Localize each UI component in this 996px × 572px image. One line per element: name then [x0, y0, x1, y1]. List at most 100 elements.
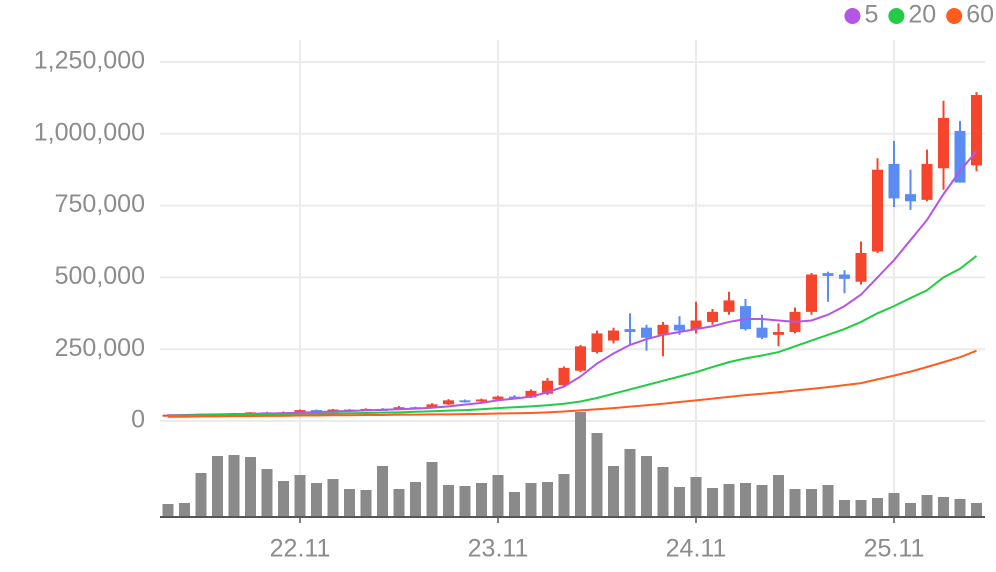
candle-body: [921, 163, 933, 200]
ma-line: [167, 150, 978, 417]
volume-bar: [542, 482, 553, 517]
y-tick-label: 750,000: [55, 190, 145, 218]
volume-bar: [476, 483, 487, 517]
volume-bar: [492, 475, 504, 517]
candle-body: [855, 252, 867, 282]
volume-bar: [228, 455, 240, 517]
candle-body: [938, 118, 949, 169]
candle-body: [872, 169, 883, 252]
volume-bar: [426, 462, 438, 517]
legend-label: 20: [908, 1, 936, 29]
candle-body: [723, 300, 735, 312]
volume-bar: [377, 466, 388, 517]
volume-bar: [872, 498, 883, 517]
legend-label: 60: [966, 1, 994, 29]
candle-body: [674, 324, 685, 331]
y-tick-label: 250,000: [55, 334, 145, 362]
candle-body: [690, 320, 702, 330]
volume-bar: [839, 500, 850, 517]
x-tick-label: 22.11: [270, 535, 331, 563]
candle-body: [608, 330, 619, 341]
candle-body: [591, 333, 603, 353]
volume-bar: [195, 473, 207, 517]
ma-line: [167, 255, 978, 417]
volume-bar: [525, 483, 537, 517]
y-tick-label: 1,000,000: [34, 118, 145, 146]
candle-body: [971, 95, 982, 166]
volume-bar: [360, 490, 372, 517]
candle-body: [839, 274, 850, 279]
candle-body: [476, 399, 487, 402]
volume-bar: [558, 474, 570, 517]
candle-body: [888, 163, 900, 199]
volume-bar: [245, 457, 256, 517]
candle-body: [443, 400, 454, 405]
candle-body: [459, 400, 471, 403]
volume-bar: [459, 486, 471, 517]
legend-marker: [888, 8, 905, 24]
candle-body: [426, 404, 438, 408]
candle-body: [740, 306, 751, 330]
candle-body: [327, 409, 339, 412]
candle-body: [492, 396, 504, 400]
candle-body: [657, 324, 669, 335]
volume-bar: [443, 485, 454, 517]
volume-bar: [773, 475, 784, 517]
volume-bar: [690, 477, 702, 517]
volume-bar: [888, 493, 900, 517]
volume-bar: [971, 503, 982, 517]
x-tick-label: 25.11: [864, 535, 925, 563]
candle-body: [525, 390, 537, 398]
candle-body: [575, 346, 586, 371]
legend-marker: [844, 8, 861, 24]
volume-bar: [789, 489, 801, 517]
volume-bar: [294, 475, 306, 517]
volume-bar: [179, 503, 190, 517]
volume-bar: [740, 483, 751, 517]
candle-body: [806, 274, 817, 312]
volume-bar: [624, 449, 636, 517]
y-tick-label: 500,000: [55, 262, 145, 290]
candle-body: [773, 331, 784, 335]
volume-bar: [575, 412, 586, 517]
volume-bar: [921, 495, 933, 517]
candle-body: [558, 367, 570, 386]
candle-body: [707, 311, 718, 322]
volume-bar: [162, 504, 174, 517]
candle-body: [641, 327, 652, 338]
legend-label: 5: [864, 1, 878, 29]
volume-bar: [261, 469, 273, 517]
volume-bar: [756, 485, 768, 517]
volume-bar: [905, 503, 916, 517]
volume-bar: [855, 500, 867, 517]
legend-marker: [946, 8, 963, 24]
volume-bar: [806, 489, 817, 517]
volume-bar: [410, 482, 421, 517]
candle-body: [509, 396, 520, 399]
candle-body: [542, 380, 553, 394]
volume-bar: [657, 467, 669, 517]
candle-body: [624, 329, 636, 332]
volume-bar: [707, 488, 718, 517]
volume-bar: [278, 481, 289, 517]
x-tick-label: 23.11: [468, 535, 529, 563]
volume-bar: [591, 433, 603, 517]
volume-bar: [641, 456, 652, 517]
x-tick-label: 24.11: [666, 535, 727, 563]
ma-line: [168, 349, 977, 418]
volume-bar: [723, 484, 735, 517]
volume-bar: [674, 487, 685, 517]
volume-bar: [608, 466, 619, 517]
volume-bar: [311, 483, 322, 517]
y-tick-label: 0: [131, 406, 145, 434]
candle-body: [294, 410, 306, 413]
volume-bar: [822, 485, 834, 517]
candle-body: [311, 410, 322, 413]
candle-body: [905, 194, 916, 202]
volume-bar: [393, 489, 405, 517]
volume-bar: [954, 499, 966, 517]
candle-body: [756, 327, 768, 338]
y-tick-label: 1,250,000: [34, 47, 145, 75]
volume-bar: [938, 497, 949, 517]
